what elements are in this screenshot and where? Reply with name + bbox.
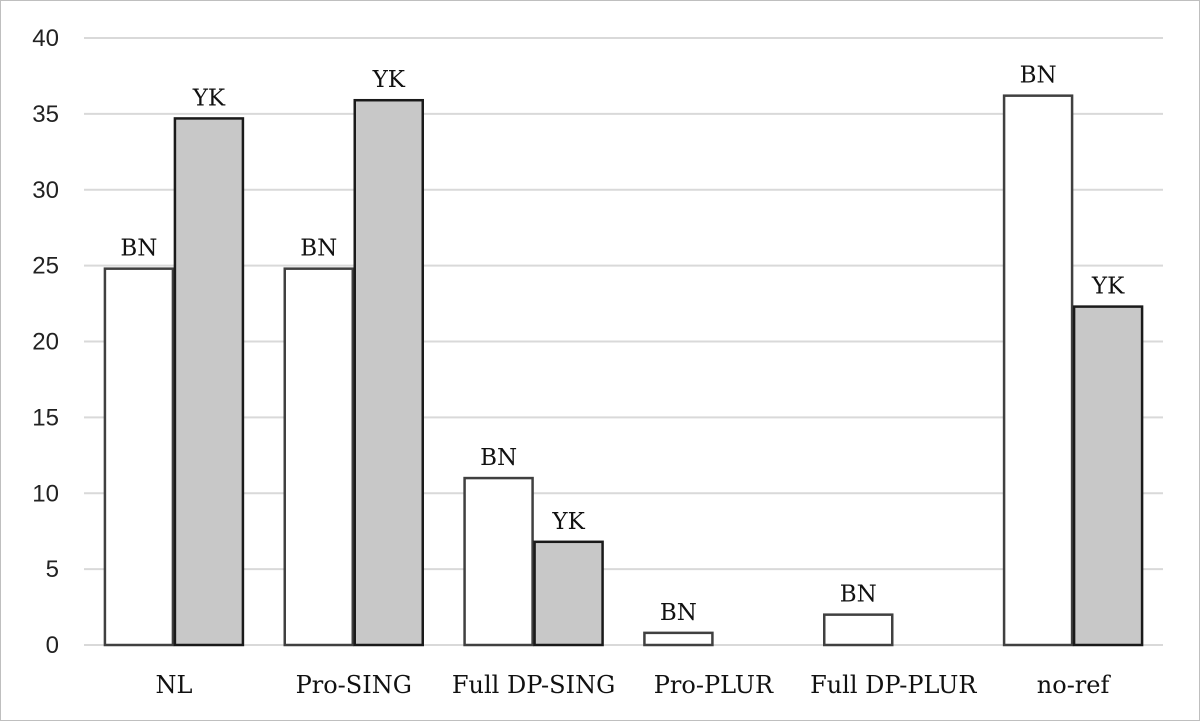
y-tick-label: 40	[32, 25, 59, 52]
bar-yk-6	[1072, 305, 1144, 647]
data-labels: BN YK BN YK BN YK BN BN BN YK	[120, 63, 1125, 626]
data-label-bn-6: BN	[1020, 63, 1057, 89]
y-tick-label: 10	[32, 480, 59, 507]
data-label-bn-5: BN	[840, 582, 877, 608]
y-tick-label: 30	[32, 177, 59, 204]
y-tick-label: 0	[46, 632, 59, 659]
bar-bn-4	[643, 631, 714, 647]
data-label-yk-3: YK	[551, 509, 585, 535]
bar-bn-5	[823, 613, 894, 647]
bar-bn-2	[283, 267, 354, 647]
bars	[103, 94, 1144, 647]
x-category-label: no-ref	[1037, 671, 1112, 699]
data-label-yk-6: YK	[1091, 274, 1125, 300]
x-category-label: Full DP-SING	[452, 671, 615, 699]
data-label-bn-1: BN	[120, 236, 157, 262]
y-tick-label: 20	[32, 329, 59, 356]
bar-bn-6	[1002, 94, 1074, 647]
y-tick-label: 35	[32, 101, 59, 128]
y-tick-label: 25	[32, 253, 59, 280]
y-tick-label: 15	[32, 404, 59, 431]
bar-yk-3	[533, 540, 604, 647]
y-axis-ticks: 0 5 10 15 20 25 30 35 40	[32, 25, 59, 659]
bar-bn-3	[463, 476, 534, 647]
data-label-bn-3: BN	[480, 445, 517, 471]
x-category-label: Pro-SING	[296, 671, 412, 699]
x-category-label: Full DP-PLUR	[810, 671, 977, 699]
data-label-bn-4: BN	[660, 600, 697, 626]
x-category-label: Pro-PLUR	[654, 671, 774, 699]
bar-yk-1	[173, 117, 245, 647]
data-label-bn-2: BN	[300, 236, 337, 262]
bar-bn-1	[103, 267, 175, 647]
gridlines	[84, 37, 1163, 646]
data-label-yk-1: YK	[192, 85, 226, 111]
bar-yk-2	[353, 98, 424, 647]
data-label-yk-2: YK	[372, 67, 406, 93]
x-axis-categories: NL Pro-SING Full DP-SING Pro-PLUR Full DP-PL…	[155, 671, 1111, 699]
x-category-label: NL	[155, 671, 192, 699]
y-tick-label: 5	[46, 556, 59, 583]
